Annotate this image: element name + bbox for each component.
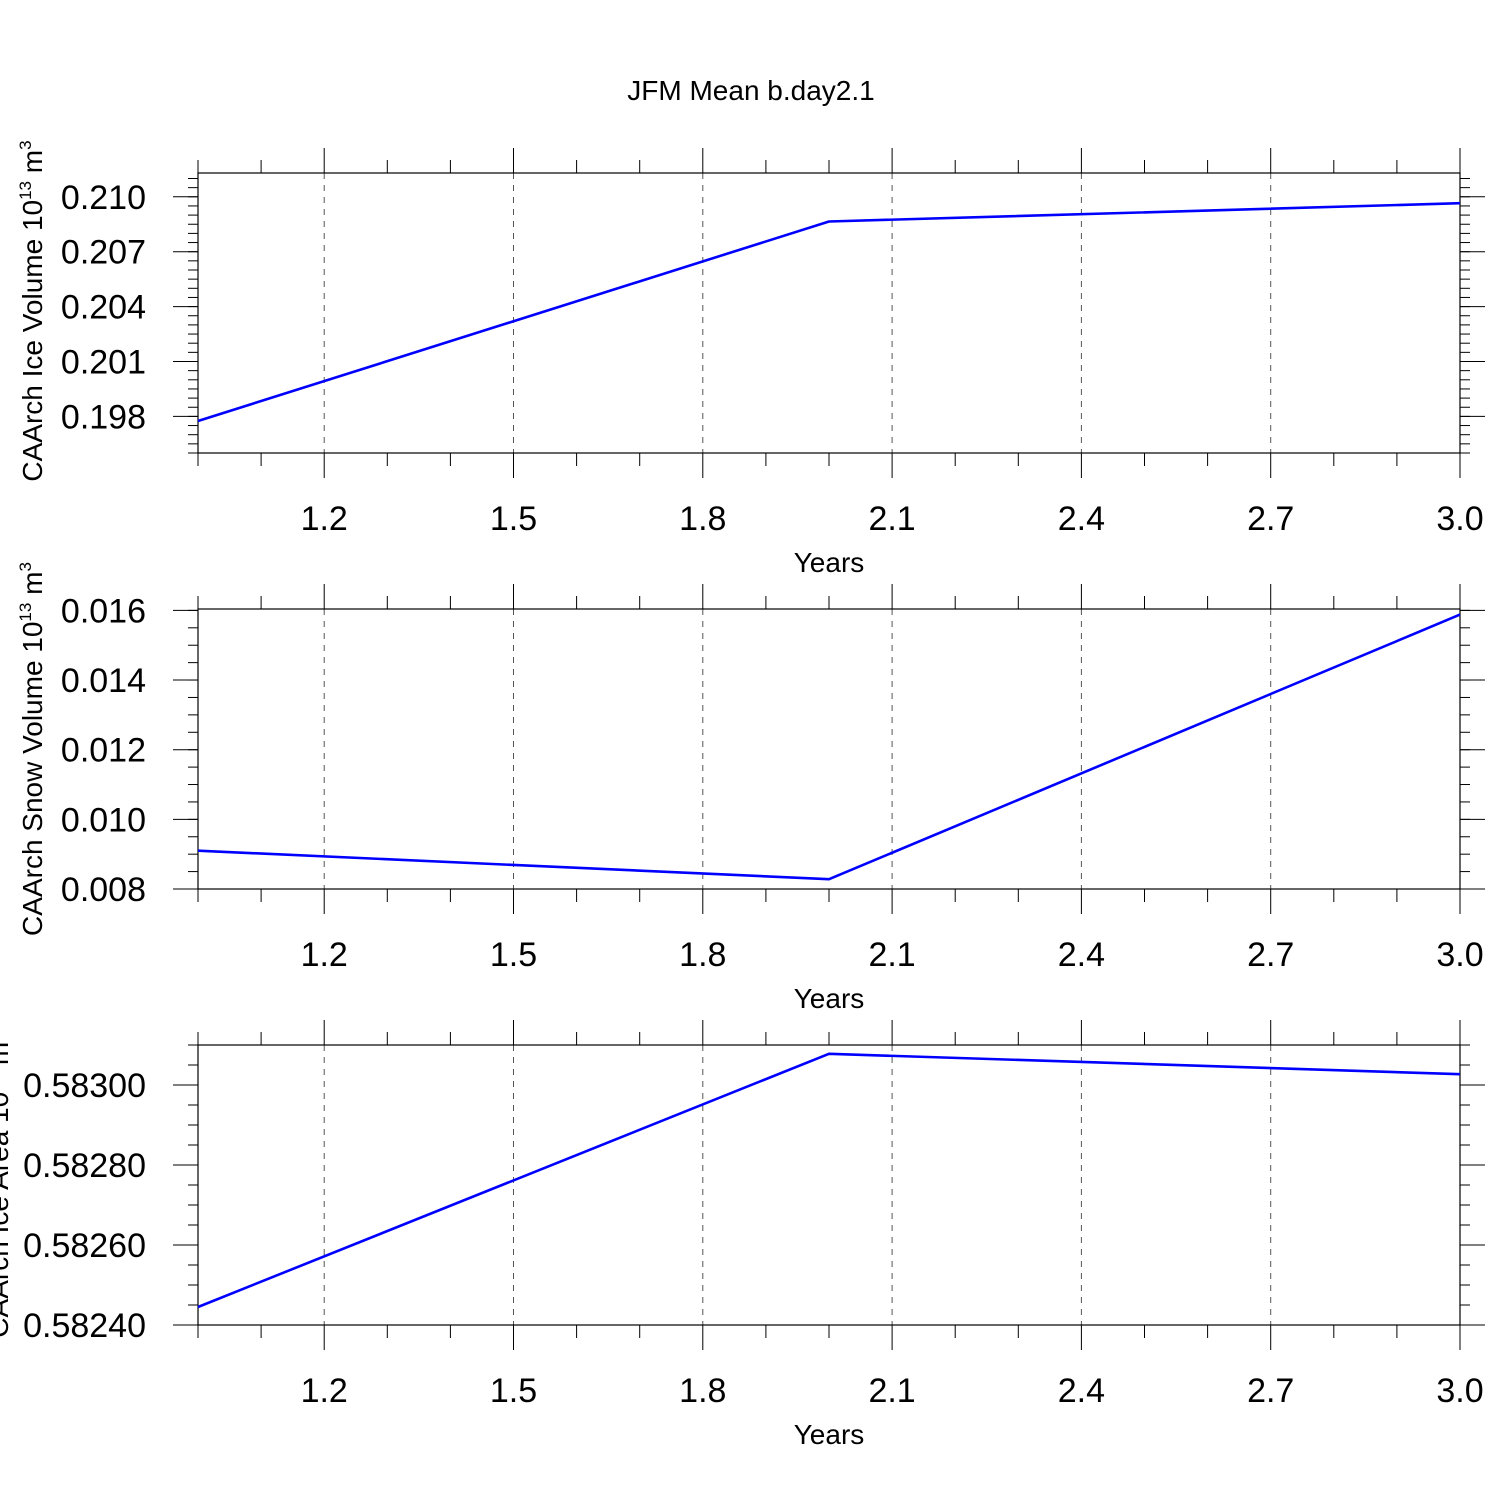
y-tick-label: 0.210 [61,179,146,217]
x-tick-label: 2.4 [1058,1372,1105,1410]
x-tick-label: 1.5 [490,1372,537,1410]
x-tick-label: 1.8 [679,1372,726,1410]
x-tick-label: 2.7 [1247,936,1294,974]
chart-title: JFM Mean b.day2.1 [627,75,874,106]
y-tick-label: 0.012 [61,732,146,770]
x-axis-label: Years [794,983,865,1014]
x-tick-label: 1.8 [679,936,726,974]
y-tick-label: 0.010 [61,801,146,839]
y-tick-label: 0.58260 [23,1227,146,1265]
panel-2: 0.008 0.010 0.012 0.014 0.016 1.2 1.5 1.8 2.1 2.4… [16,562,1485,1014]
x-tick-label: 2.7 [1247,500,1294,538]
y-tick-label: 0.58280 [23,1147,146,1185]
x-tick-label: 1.2 [301,500,348,538]
y-tick-label: 0.201 [61,343,146,381]
panel-3: 0.58240 0.58260 0.58280 0.58300 1.2 1.5 1.8 2.1… [0,1020,1485,1450]
y-axis-label: CAArch Snow Volume 1013 m3 [16,562,48,936]
y-axis-label: CAArch Ice Area 1013 m2 [0,1032,14,1337]
y-tick-label: 0.204 [61,289,146,327]
x-tick-label: 2.1 [868,1372,915,1410]
x-axis-label: Years [794,1419,865,1450]
plot-frame [197,608,1461,890]
x-tick-label: 1.8 [679,500,726,538]
x-tick-label: 1.5 [490,500,537,538]
y-axis-label: CAArch Ice Volume 1013 m3 [16,140,48,481]
panel-1: 0.198 0.201 0.204 0.207 0.210 1.2 1.5 1.8 2.1 2.4… [16,140,1485,578]
y-tick-label: 0.58300 [23,1067,146,1105]
x-tick-label: 1.5 [490,936,537,974]
x-tick-label: 3.0 [1436,1372,1483,1410]
plot-frame [197,1044,1461,1326]
x-axis-label: Years [794,547,865,578]
x-tick-label: 2.7 [1247,1372,1294,1410]
x-tick-label: 2.4 [1058,500,1105,538]
x-tick-label: 3.0 [1436,936,1483,974]
x-tick-label: 2.4 [1058,936,1105,974]
panels: 0.198 0.201 0.204 0.207 0.210 1.2 1.5 1.8 2.1 2.4… [0,140,1485,1450]
x-tick-label: 2.1 [868,936,915,974]
y-tick-label: 0.014 [61,662,146,700]
x-tick-label: 1.2 [301,936,348,974]
x-tick-label: 1.2 [301,1372,348,1410]
y-tick-label: 0.207 [61,234,146,272]
plot-frame [197,172,1461,454]
x-tick-label: 3.0 [1436,500,1483,538]
y-tick-label: 0.198 [61,398,146,436]
y-tick-label: 0.008 [61,871,146,909]
x-tick-label: 2.1 [868,500,915,538]
y-tick-label: 0.016 [61,592,146,630]
y-tick-label: 0.58240 [23,1307,146,1345]
